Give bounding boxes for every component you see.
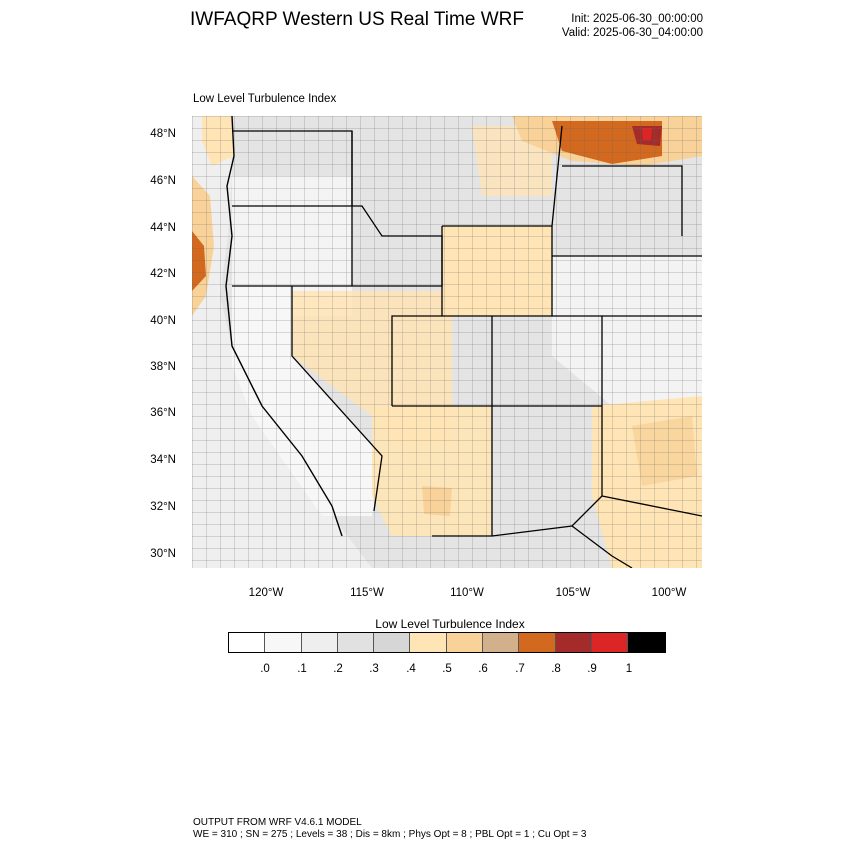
colorbar-swatch xyxy=(229,633,266,652)
colorbar-tick: .5 xyxy=(442,663,452,675)
colorbar-swatch xyxy=(301,633,338,652)
lon-label: 115°W xyxy=(350,587,384,599)
coastline xyxy=(225,116,343,537)
lat-label: 38°N xyxy=(150,361,176,373)
colorbar-swatch xyxy=(265,633,302,652)
colorbar-tick: .9 xyxy=(587,663,597,675)
lat-label: 48°N xyxy=(150,128,176,140)
lat-label: 44°N xyxy=(150,222,176,234)
lat-label: 36°N xyxy=(150,407,176,419)
colorbar-tick: .6 xyxy=(478,663,488,675)
valid-time: Valid: 2025-06-30_04:00:00 xyxy=(561,27,703,39)
map-canvas xyxy=(192,116,702,568)
colorbar-tick: .8 xyxy=(551,663,561,675)
colorbar-tick: .2 xyxy=(333,663,343,675)
init-time: Init: 2025-06-30_00:00:00 xyxy=(571,13,703,25)
lat-label: 40°N xyxy=(150,315,176,327)
field-label: Low Level Turbulence Index xyxy=(193,93,337,105)
state-boundaries xyxy=(232,125,702,568)
lat-label: 32°N xyxy=(150,501,176,513)
colorbar-tick: .1 xyxy=(297,663,307,675)
colorbar-swatch xyxy=(446,633,484,652)
colorbar-swatch xyxy=(591,633,629,652)
lon-label: 100°W xyxy=(651,587,687,599)
colorbar-title: Low Level Turbulence Index xyxy=(375,617,525,631)
lat-label: 46°N xyxy=(150,175,176,187)
colorbar xyxy=(228,632,666,653)
colorbar-swatch xyxy=(519,633,556,652)
colorbar-swatch xyxy=(337,633,375,652)
model-info: OUTPUT FROM WRF V4.6.1 MODEL xyxy=(193,817,362,828)
colorbar-swatch xyxy=(628,633,665,652)
turbulence-map xyxy=(192,116,702,568)
lat-label: 34°N xyxy=(150,454,176,466)
colorbar-swatch xyxy=(410,633,447,652)
lat-label: 30°N xyxy=(150,548,176,560)
map-title: IWFAQRP Western US Real Time WRF xyxy=(190,9,524,30)
colorbar-tick: .3 xyxy=(369,663,379,675)
colorbar-tick: 1 xyxy=(625,663,633,675)
county-lines xyxy=(192,116,702,568)
lat-label: 42°N xyxy=(150,268,176,280)
colorbar-tick: .7 xyxy=(515,663,525,675)
model-config: WE = 310 ; SN = 275 ; Levels = 38 ; Dis … xyxy=(193,829,587,840)
colorbar-swatch xyxy=(555,633,592,652)
lon-label: 110°W xyxy=(450,587,484,599)
colorbar-tick: .4 xyxy=(406,663,416,675)
lon-label: 105°W xyxy=(555,587,591,599)
colorbar-swatch xyxy=(483,633,520,652)
lon-label: 120°W xyxy=(248,587,284,599)
colorbar-swatch xyxy=(374,633,411,652)
colorbar-tick: .0 xyxy=(260,663,270,675)
